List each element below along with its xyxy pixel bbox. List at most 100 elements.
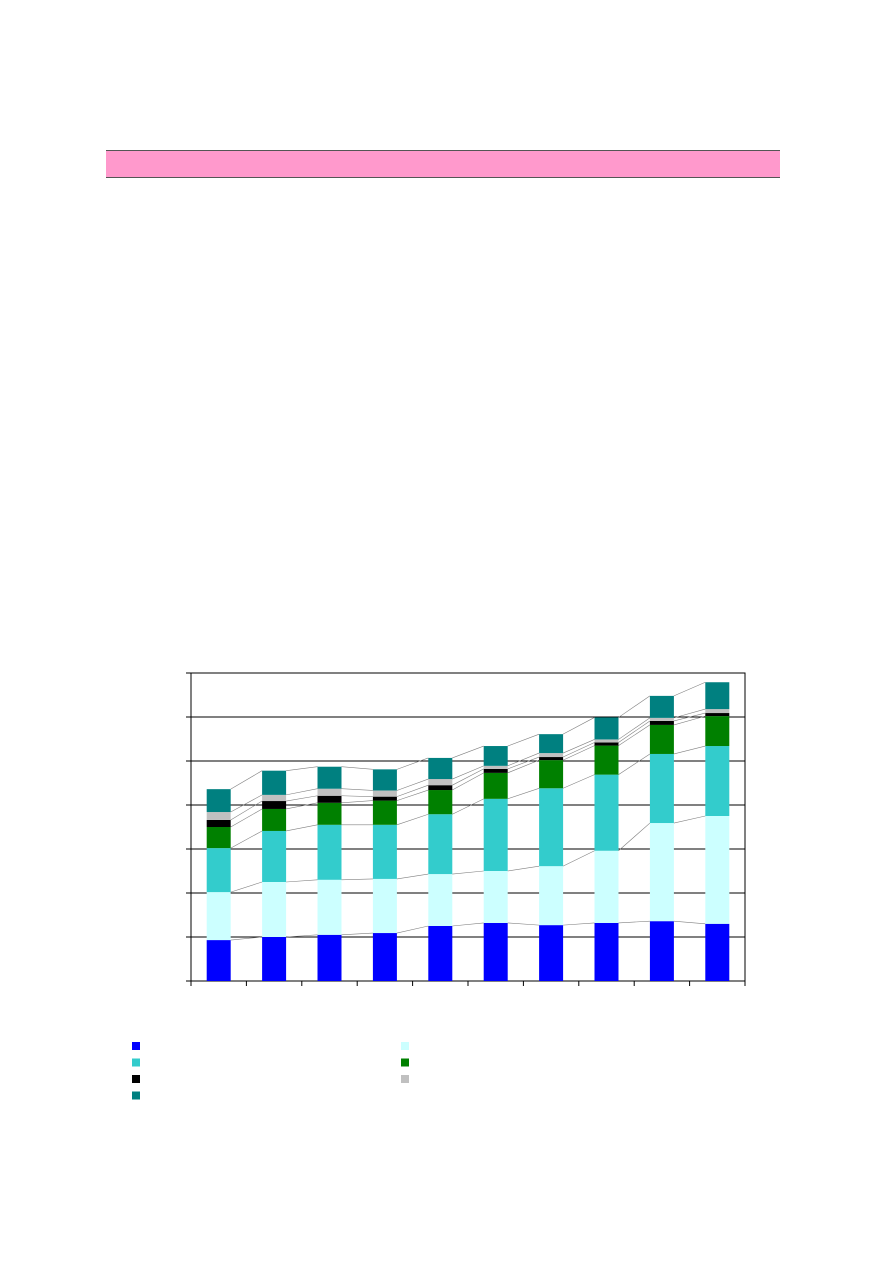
bar-segment	[372, 824, 397, 879]
series-connector	[286, 934, 318, 938]
bar-segment	[594, 922, 619, 981]
bar-segment	[594, 739, 619, 743]
bar-segment	[206, 892, 231, 941]
bar-segment	[705, 746, 730, 816]
bar-segment	[317, 879, 342, 935]
bar-segment	[649, 753, 674, 824]
bar-segment	[317, 824, 342, 880]
series-connector	[562, 739, 595, 754]
bar-segment	[206, 812, 231, 820]
bar-segment	[705, 923, 730, 981]
series-connector	[396, 778, 429, 791]
bar-segment	[649, 695, 674, 718]
series-connector	[452, 922, 484, 927]
bar-segment	[539, 925, 564, 981]
bar-segment	[372, 933, 397, 981]
series-connector	[230, 794, 263, 813]
bar-segment	[539, 866, 564, 926]
series-connector	[341, 878, 373, 881]
bar-segment	[206, 848, 231, 893]
series-connector	[673, 708, 706, 719]
series-connector	[562, 742, 595, 758]
series-connector	[507, 787, 540, 800]
bar-segment	[483, 798, 508, 871]
series-connector	[286, 879, 318, 883]
series-connector	[673, 712, 706, 722]
bar-segment	[372, 878, 397, 934]
bar-segment	[649, 823, 674, 922]
legend-swatch	[401, 1042, 409, 1050]
series-connector	[230, 808, 263, 828]
series-connector	[396, 784, 429, 797]
series-connector	[673, 681, 706, 697]
series-connector	[286, 824, 318, 832]
legend-swatch	[132, 1058, 140, 1067]
bar-segment	[262, 770, 287, 795]
series-connector	[286, 788, 318, 796]
series-connector	[452, 870, 484, 875]
series-connector	[341, 932, 373, 936]
bar-segment	[483, 772, 508, 799]
series-connector	[230, 770, 263, 790]
bar-segment	[262, 801, 287, 809]
series-connector	[562, 774, 595, 789]
series-connector	[286, 795, 318, 802]
legend-swatch	[401, 1058, 409, 1067]
bar-segment	[649, 717, 674, 721]
series-connector	[507, 733, 540, 747]
bar-segment	[705, 709, 730, 714]
series-connector	[673, 815, 706, 824]
bar-segment	[317, 766, 342, 789]
bar-segment	[483, 746, 508, 766]
bar-segment	[483, 768, 508, 773]
series-connector	[341, 788, 373, 791]
series-connector	[507, 756, 540, 770]
series-connector	[452, 745, 484, 759]
bar-segment	[428, 814, 453, 875]
series-connector	[618, 724, 651, 746]
bar-segment	[649, 720, 674, 725]
legend-swatch	[132, 1042, 140, 1050]
bar-segment	[539, 753, 564, 758]
bar-segment	[705, 713, 730, 717]
series-connector	[507, 865, 540, 872]
series-connector	[618, 753, 651, 775]
bar-segment	[705, 716, 730, 747]
bar-segment	[317, 788, 342, 796]
legend-swatch	[401, 1075, 409, 1083]
series-connector	[396, 813, 429, 826]
series-connector	[396, 925, 429, 934]
series-connector	[452, 765, 484, 780]
series-connector	[396, 789, 429, 801]
series-connector	[341, 766, 373, 770]
series-connector	[452, 798, 484, 815]
series-connector	[673, 715, 706, 726]
series-connector	[673, 920, 706, 925]
bar-segment	[317, 802, 342, 825]
series-connector	[562, 745, 595, 761]
series-connector	[452, 772, 484, 791]
bar-segment	[649, 921, 674, 981]
bar-segment	[262, 882, 287, 937]
series-connector	[396, 757, 429, 770]
bar-segment	[705, 682, 730, 710]
series-connector	[618, 822, 651, 851]
series-connector	[618, 720, 651, 743]
bar-segment	[539, 788, 564, 867]
bar-segment	[483, 922, 508, 981]
bar-segment	[428, 926, 453, 981]
bar-segment	[428, 874, 453, 926]
series-connector	[618, 920, 650, 924]
bar-segment	[262, 808, 287, 831]
bar-segment	[594, 774, 619, 851]
series-connector	[507, 759, 540, 774]
series-connector	[673, 745, 706, 755]
series-connector	[286, 766, 318, 771]
bar-segment	[594, 717, 619, 740]
bar-segment	[317, 795, 342, 803]
bar-segment	[372, 796, 397, 801]
bar-segment	[594, 742, 619, 746]
series-connector	[230, 800, 263, 821]
